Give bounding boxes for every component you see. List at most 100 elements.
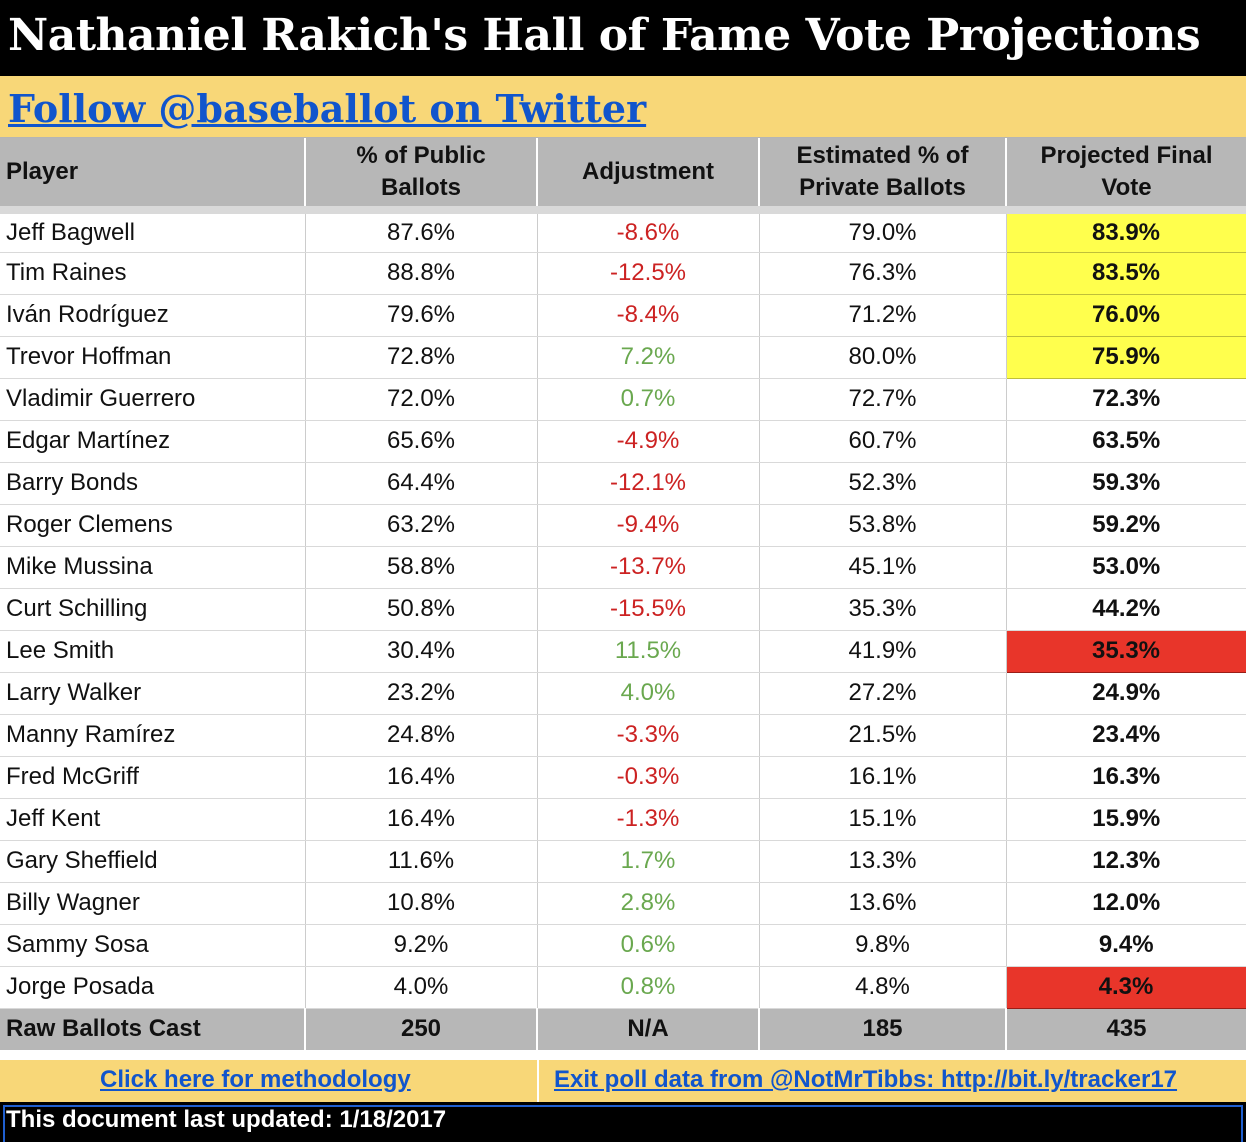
- projected-final-cell: 23.4%: [1006, 714, 1246, 757]
- exit-poll-link[interactable]: Exit poll data from @NotMrTibbs: http://…: [554, 1066, 1178, 1093]
- player-name-cell: Trevor Hoffman: [0, 336, 306, 379]
- projected-final-cell: 12.3%: [1006, 840, 1246, 883]
- private-ballots-cell: 15.1%: [759, 798, 1007, 841]
- player-name-cell: Gary Sheffield: [0, 840, 306, 883]
- table-row: Sammy Sosa 9.2% 0.6% 9.8% 9.4%: [0, 924, 1246, 967]
- projected-final-cell: 16.3%: [1006, 756, 1246, 799]
- public-ballots-cell: 10.8%: [305, 882, 538, 925]
- projected-final-cell: 53.0%: [1006, 546, 1246, 589]
- projected-final-cell: 35.3%: [1005, 629, 1246, 673]
- methodology-link[interactable]: Click here for methodology: [100, 1066, 411, 1093]
- private-ballots-cell: 72.7%: [759, 378, 1007, 421]
- public-ballots-cell: 9.2%: [305, 924, 538, 967]
- header-private-ballots: Estimated % of Private Ballots: [759, 138, 1007, 214]
- adjustment-cell: -12.5%: [537, 252, 760, 295]
- table-row: Billy Wagner 10.8% 2.8% 13.6% 12.0%: [0, 882, 1246, 925]
- public-ballots-cell: 88.8%: [305, 252, 538, 295]
- private-ballots-cell: 80.0%: [759, 336, 1007, 379]
- header-public-ballots: % of Public Ballots: [305, 138, 538, 214]
- private-ballots-cell: 9.8%: [759, 924, 1007, 967]
- public-ballots-cell: 63.2%: [305, 504, 538, 547]
- header-public-line1: % of Public: [356, 142, 486, 169]
- adjustment-cell: 11.5%: [537, 630, 760, 673]
- private-ballots-cell: 35.3%: [759, 588, 1007, 631]
- table-row: Lee Smith 30.4% 11.5% 41.9% 35.3%: [0, 629, 1246, 673]
- adjustment-cell: -3.3%: [537, 714, 760, 757]
- table-row: Tim Raines 88.8% -12.5% 76.3% 83.5%: [0, 251, 1246, 295]
- player-name-cell: Curt Schilling: [0, 588, 306, 631]
- header-adjustment: Adjustment: [537, 138, 760, 214]
- player-name-cell: Edgar Martínez: [0, 420, 306, 463]
- table-row: Manny Ramírez 24.8% -3.3% 21.5% 23.4%: [0, 714, 1246, 757]
- adjustment-cell: 4.0%: [537, 672, 760, 715]
- private-ballots-cell: 45.1%: [759, 546, 1007, 589]
- adjustment-cell: 1.7%: [537, 840, 760, 883]
- private-ballots-cell: 76.3%: [759, 252, 1007, 295]
- private-ballots-cell: 13.6%: [759, 882, 1007, 925]
- player-name-cell: Mike Mussina: [0, 546, 306, 589]
- public-ballots-cell: 11.6%: [305, 840, 538, 883]
- page-title: Nathaniel Rakich's Hall of Fame Vote Pro…: [8, 10, 1201, 61]
- public-ballots-cell: 50.8%: [305, 588, 538, 631]
- table-row: Mike Mussina 58.8% -13.7% 45.1% 53.0%: [0, 546, 1246, 589]
- table-row: Curt Schilling 50.8% -15.5% 35.3% 44.2%: [0, 588, 1246, 631]
- private-ballots-cell: 71.2%: [759, 294, 1007, 337]
- public-ballots-cell: 65.6%: [305, 420, 538, 463]
- player-name-cell: Sammy Sosa: [0, 924, 306, 967]
- header-private-line1: Estimated % of: [796, 142, 969, 169]
- table-row: Fred McGriff 16.4% -0.3% 16.1% 16.3%: [0, 756, 1246, 799]
- player-name-cell: Tim Raines: [0, 252, 306, 295]
- public-ballots-cell: 30.4%: [305, 630, 538, 673]
- player-name-cell: Billy Wagner: [0, 882, 306, 925]
- table-row: Vladimir Guerrero 72.0% 0.7% 72.7% 72.3%: [0, 378, 1246, 421]
- adjustment-cell: 0.8%: [537, 966, 760, 1009]
- public-ballots-cell: 24.8%: [305, 714, 538, 757]
- footer-selection-outline: [3, 1105, 1243, 1142]
- projected-final-cell: 4.3%: [1005, 965, 1246, 1009]
- public-ballots-cell: 58.8%: [305, 546, 538, 589]
- twitter-follow-link[interactable]: Follow @baseballot on Twitter: [8, 86, 647, 131]
- projected-final-cell: 24.9%: [1006, 672, 1246, 715]
- header-player-label: Player: [6, 158, 79, 185]
- table-row: Iván Rodríguez 79.6% -8.4% 71.2% 76.0%: [0, 293, 1246, 337]
- projected-final-cell: 83.9%: [1005, 209, 1246, 253]
- totals-row: Raw Ballots Cast 250 N/A 185 435: [0, 1008, 1246, 1050]
- private-ballots-cell: 79.0%: [759, 210, 1007, 253]
- table-row: Larry Walker 23.2% 4.0% 27.2% 24.9%: [0, 672, 1246, 715]
- header-final-line2: Vote: [1101, 174, 1152, 201]
- adjustment-cell: 0.7%: [537, 378, 760, 421]
- projected-final-cell: 15.9%: [1006, 798, 1246, 841]
- table-row: Jorge Posada 4.0% 0.8% 4.8% 4.3%: [0, 965, 1246, 1009]
- public-ballots-cell: 72.0%: [305, 378, 538, 421]
- projected-final-cell: 59.2%: [1006, 504, 1246, 547]
- header-public-line2: Ballots: [380, 174, 461, 201]
- public-ballots-cell: 72.8%: [305, 336, 538, 379]
- header-final-vote: Projected Final Vote: [1006, 138, 1246, 214]
- private-ballots-cell: 27.2%: [759, 672, 1007, 715]
- public-ballots-cell: 79.6%: [305, 294, 538, 337]
- projected-final-cell: 72.3%: [1006, 378, 1246, 421]
- header-row: Player % of Public Ballots Adjustment Est…: [0, 138, 1246, 214]
- adjustment-cell: -0.3%: [537, 756, 760, 799]
- player-name-cell: Lee Smith: [0, 630, 306, 673]
- public-ballots-cell: 64.4%: [305, 462, 538, 505]
- adjustment-cell: -1.3%: [537, 798, 760, 841]
- player-name-cell: Fred McGriff: [0, 756, 306, 799]
- public-ballots-cell: 16.4%: [305, 756, 538, 799]
- adjustment-cell: -8.4%: [537, 294, 760, 337]
- player-name-cell: Larry Walker: [0, 672, 306, 715]
- player-name-cell: Jorge Posada: [0, 966, 306, 1009]
- player-rows: Jeff Bagwell 87.6% -8.6% 79.0% 83.9% Tim Rain…: [0, 209, 1246, 1009]
- player-name-cell: Vladimir Guerrero: [0, 378, 306, 421]
- adjustment-cell: 7.2%: [537, 336, 760, 379]
- private-ballots-cell: 60.7%: [759, 420, 1007, 463]
- table-row: Gary Sheffield 11.6% 1.7% 13.3% 12.3%: [0, 840, 1246, 883]
- projected-final-cell: 12.0%: [1006, 882, 1246, 925]
- adjustment-cell: -15.5%: [537, 588, 760, 631]
- table-row: Edgar Martínez 65.6% -4.9% 60.7% 63.5%: [0, 420, 1246, 463]
- public-ballots-cell: 4.0%: [305, 966, 538, 1009]
- table-row: Trevor Hoffman 72.8% 7.2% 80.0% 75.9%: [0, 335, 1246, 379]
- last-updated-text: This document last updated: 1/18/2017: [6, 1106, 447, 1133]
- table-row: Barry Bonds 64.4% -12.1% 52.3% 59.3%: [0, 462, 1246, 505]
- header-adjustment-label: Adjustment: [582, 158, 714, 185]
